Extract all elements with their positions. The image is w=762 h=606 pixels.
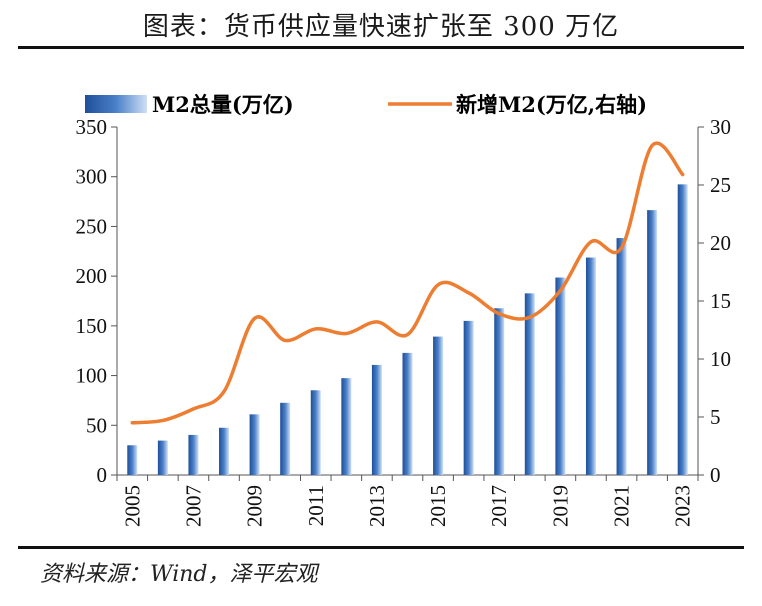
right-tick-label: 5 (710, 405, 721, 429)
left-tick-label: 300 (76, 165, 108, 189)
left-tick-label: 350 (76, 115, 108, 139)
right-tick-label: 25 (710, 173, 731, 197)
x-tick-label: 2005 (120, 485, 144, 527)
left-tick-label: 100 (76, 364, 108, 388)
right-tick-label: 15 (710, 289, 731, 313)
right-tick-label: 0 (710, 463, 721, 487)
legend: M2总量(万亿) 新增M2(万亿,右轴) (85, 92, 647, 117)
x-tick-label: 2009 (243, 485, 267, 527)
bar (494, 308, 505, 475)
right-tick-label: 10 (710, 347, 731, 371)
bar (585, 257, 596, 475)
axes: 0 50 100 150 200 250 300 350 0 5 10 15 20 25 30 2005 200… (76, 115, 732, 527)
bar (157, 440, 168, 475)
bar (463, 320, 474, 475)
bar (280, 402, 291, 475)
bar (647, 210, 658, 475)
bar (433, 336, 444, 475)
bar (341, 378, 352, 475)
bar (249, 414, 260, 475)
x-tick-label: 2021 (610, 485, 634, 527)
left-tick-label: 200 (76, 264, 108, 288)
source-note: 资料来源：Wind，泽平宏观 (40, 562, 318, 587)
legend-bar-swatch (85, 95, 147, 113)
x-tick-label: 2007 (181, 485, 205, 527)
right-tick-label: 20 (710, 231, 731, 255)
left-tick-label: 150 (76, 314, 108, 338)
legend-line-label: 新增M2(万亿,右轴) (456, 92, 647, 117)
x-tick-label: 2015 (426, 485, 450, 527)
bar-series (127, 184, 688, 475)
chart-title: 图表：货币供应量快速扩张至 300 万亿 (142, 12, 620, 42)
bar (616, 238, 627, 475)
left-tick-label: 0 (97, 463, 108, 487)
line-new-m2 (130, 141, 685, 425)
line-series (130, 141, 685, 425)
bar (555, 277, 566, 475)
legend-bar-label: M2总量(万亿) (152, 92, 294, 117)
x-tick-label: 2019 (548, 485, 572, 527)
bar (219, 427, 230, 475)
x-tick-label: 2013 (365, 485, 389, 527)
x-tick-label: 2017 (487, 485, 511, 527)
x-tick-label: 2023 (671, 485, 695, 527)
bar (310, 390, 321, 475)
left-tick-label: 250 (76, 214, 108, 238)
bottom-rule (18, 546, 744, 549)
left-tick-label: 50 (86, 413, 107, 437)
bar (402, 352, 413, 475)
bar (677, 184, 688, 475)
bar (371, 364, 382, 475)
bar (188, 434, 199, 475)
bar (524, 293, 535, 475)
bar (127, 445, 138, 475)
x-tick-label: 2011 (304, 485, 328, 526)
right-tick-label: 30 (710, 115, 731, 139)
top-rule (18, 46, 744, 49)
